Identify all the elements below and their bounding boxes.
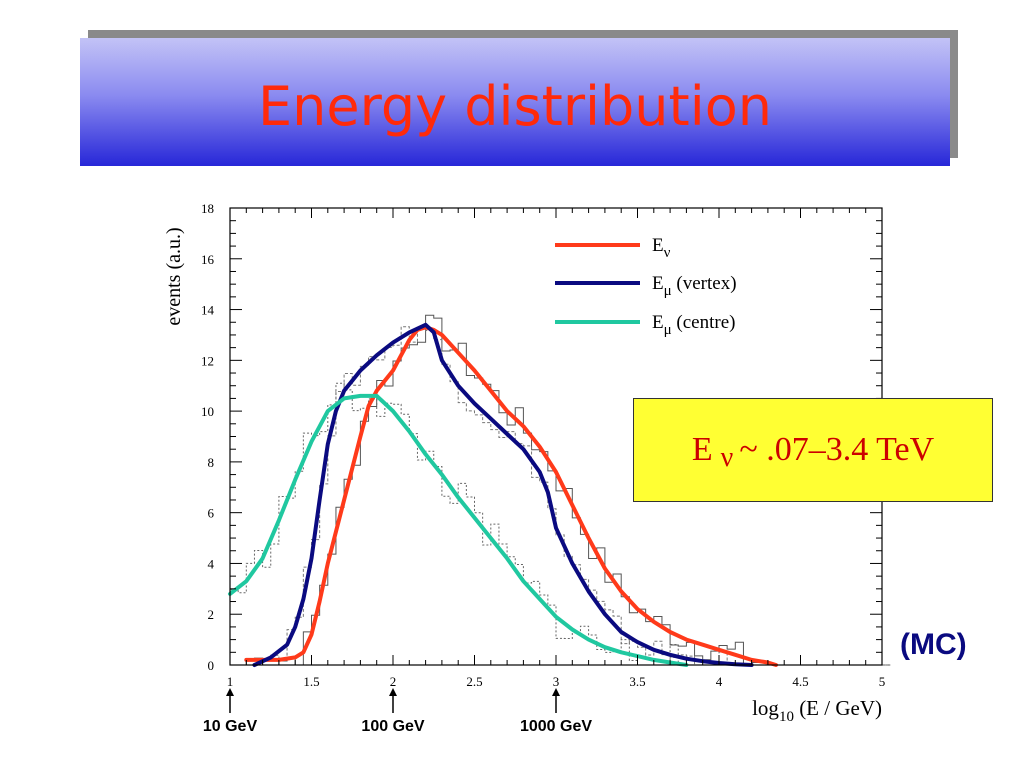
energy-range-box: E ν ~ .07–3.4 TeV <box>633 398 993 502</box>
energy-marker-arrowhead <box>552 688 560 696</box>
y-tick-label: 6 <box>208 506 215 521</box>
y-tick-label: 12 <box>201 353 214 368</box>
x-tick-label: 3 <box>553 674 560 689</box>
y-tick-label: 2 <box>208 607 215 622</box>
x-tick-label: 2 <box>390 674 397 689</box>
y-tick-label: 4 <box>208 556 215 571</box>
x-tick-label: 1 <box>227 674 234 689</box>
x-tick-label: 4 <box>716 674 723 689</box>
legend-label-3: Eμ (centre) <box>652 312 735 338</box>
mc-histogram-1 <box>230 314 891 666</box>
series-line-2 <box>252 322 754 667</box>
x-tick-label: 4.5 <box>792 674 808 689</box>
mc-label: (MC) <box>900 628 967 661</box>
y-tick-label: 16 <box>201 252 215 267</box>
x-tick-label: 2.5 <box>466 674 482 689</box>
page-title: Energy distribution <box>258 74 772 138</box>
energy-marker-label: 10 GeV <box>202 718 258 735</box>
series-line-3 <box>228 393 689 667</box>
x-axis-label: log10 (E / GeV) <box>752 696 882 725</box>
series-line-1 <box>244 325 778 667</box>
energy-marker-arrows <box>226 688 560 713</box>
y-tick-label: 14 <box>201 303 215 318</box>
energy-marker-arrowhead <box>389 688 397 696</box>
energy-box-suffix: ~ .07–3.4 TeV <box>739 431 935 468</box>
title-banner: Energy distribution <box>80 38 950 166</box>
legend-label-2: Eμ (vertex) <box>652 273 737 299</box>
energy-marker-arrowhead <box>226 688 234 696</box>
x-tick-labels: 1 1.5 2 2.5 3 3.5 4 4.5 5 <box>227 674 886 689</box>
mc-histogram-2 <box>230 326 891 666</box>
legend: Eν Eμ (vertex) Eμ (centre) <box>555 235 737 338</box>
x-tick-label: 5 <box>879 674 886 689</box>
energy-marker-label: 1000 GeV <box>519 718 593 735</box>
y-tick-label: 0 <box>208 658 215 673</box>
energy-box-prefix: E <box>691 431 713 468</box>
energy-box-nu: ν <box>720 442 734 473</box>
x-tick-label: 3.5 <box>629 674 645 689</box>
y-tick-label: 10 <box>201 404 214 419</box>
y-tick-label: 8 <box>208 455 215 470</box>
y-tick-label: 18 <box>201 201 214 216</box>
series-curves <box>228 322 778 667</box>
x-tick-label: 1.5 <box>303 674 319 689</box>
y-tick-labels: 0 2 4 6 8 10 12 14 16 18 <box>201 201 215 673</box>
energy-marker-label: 100 GeV <box>361 718 425 735</box>
legend-label-1: Eν <box>652 235 671 261</box>
y-axis-label: events (a.u.) <box>163 227 185 325</box>
